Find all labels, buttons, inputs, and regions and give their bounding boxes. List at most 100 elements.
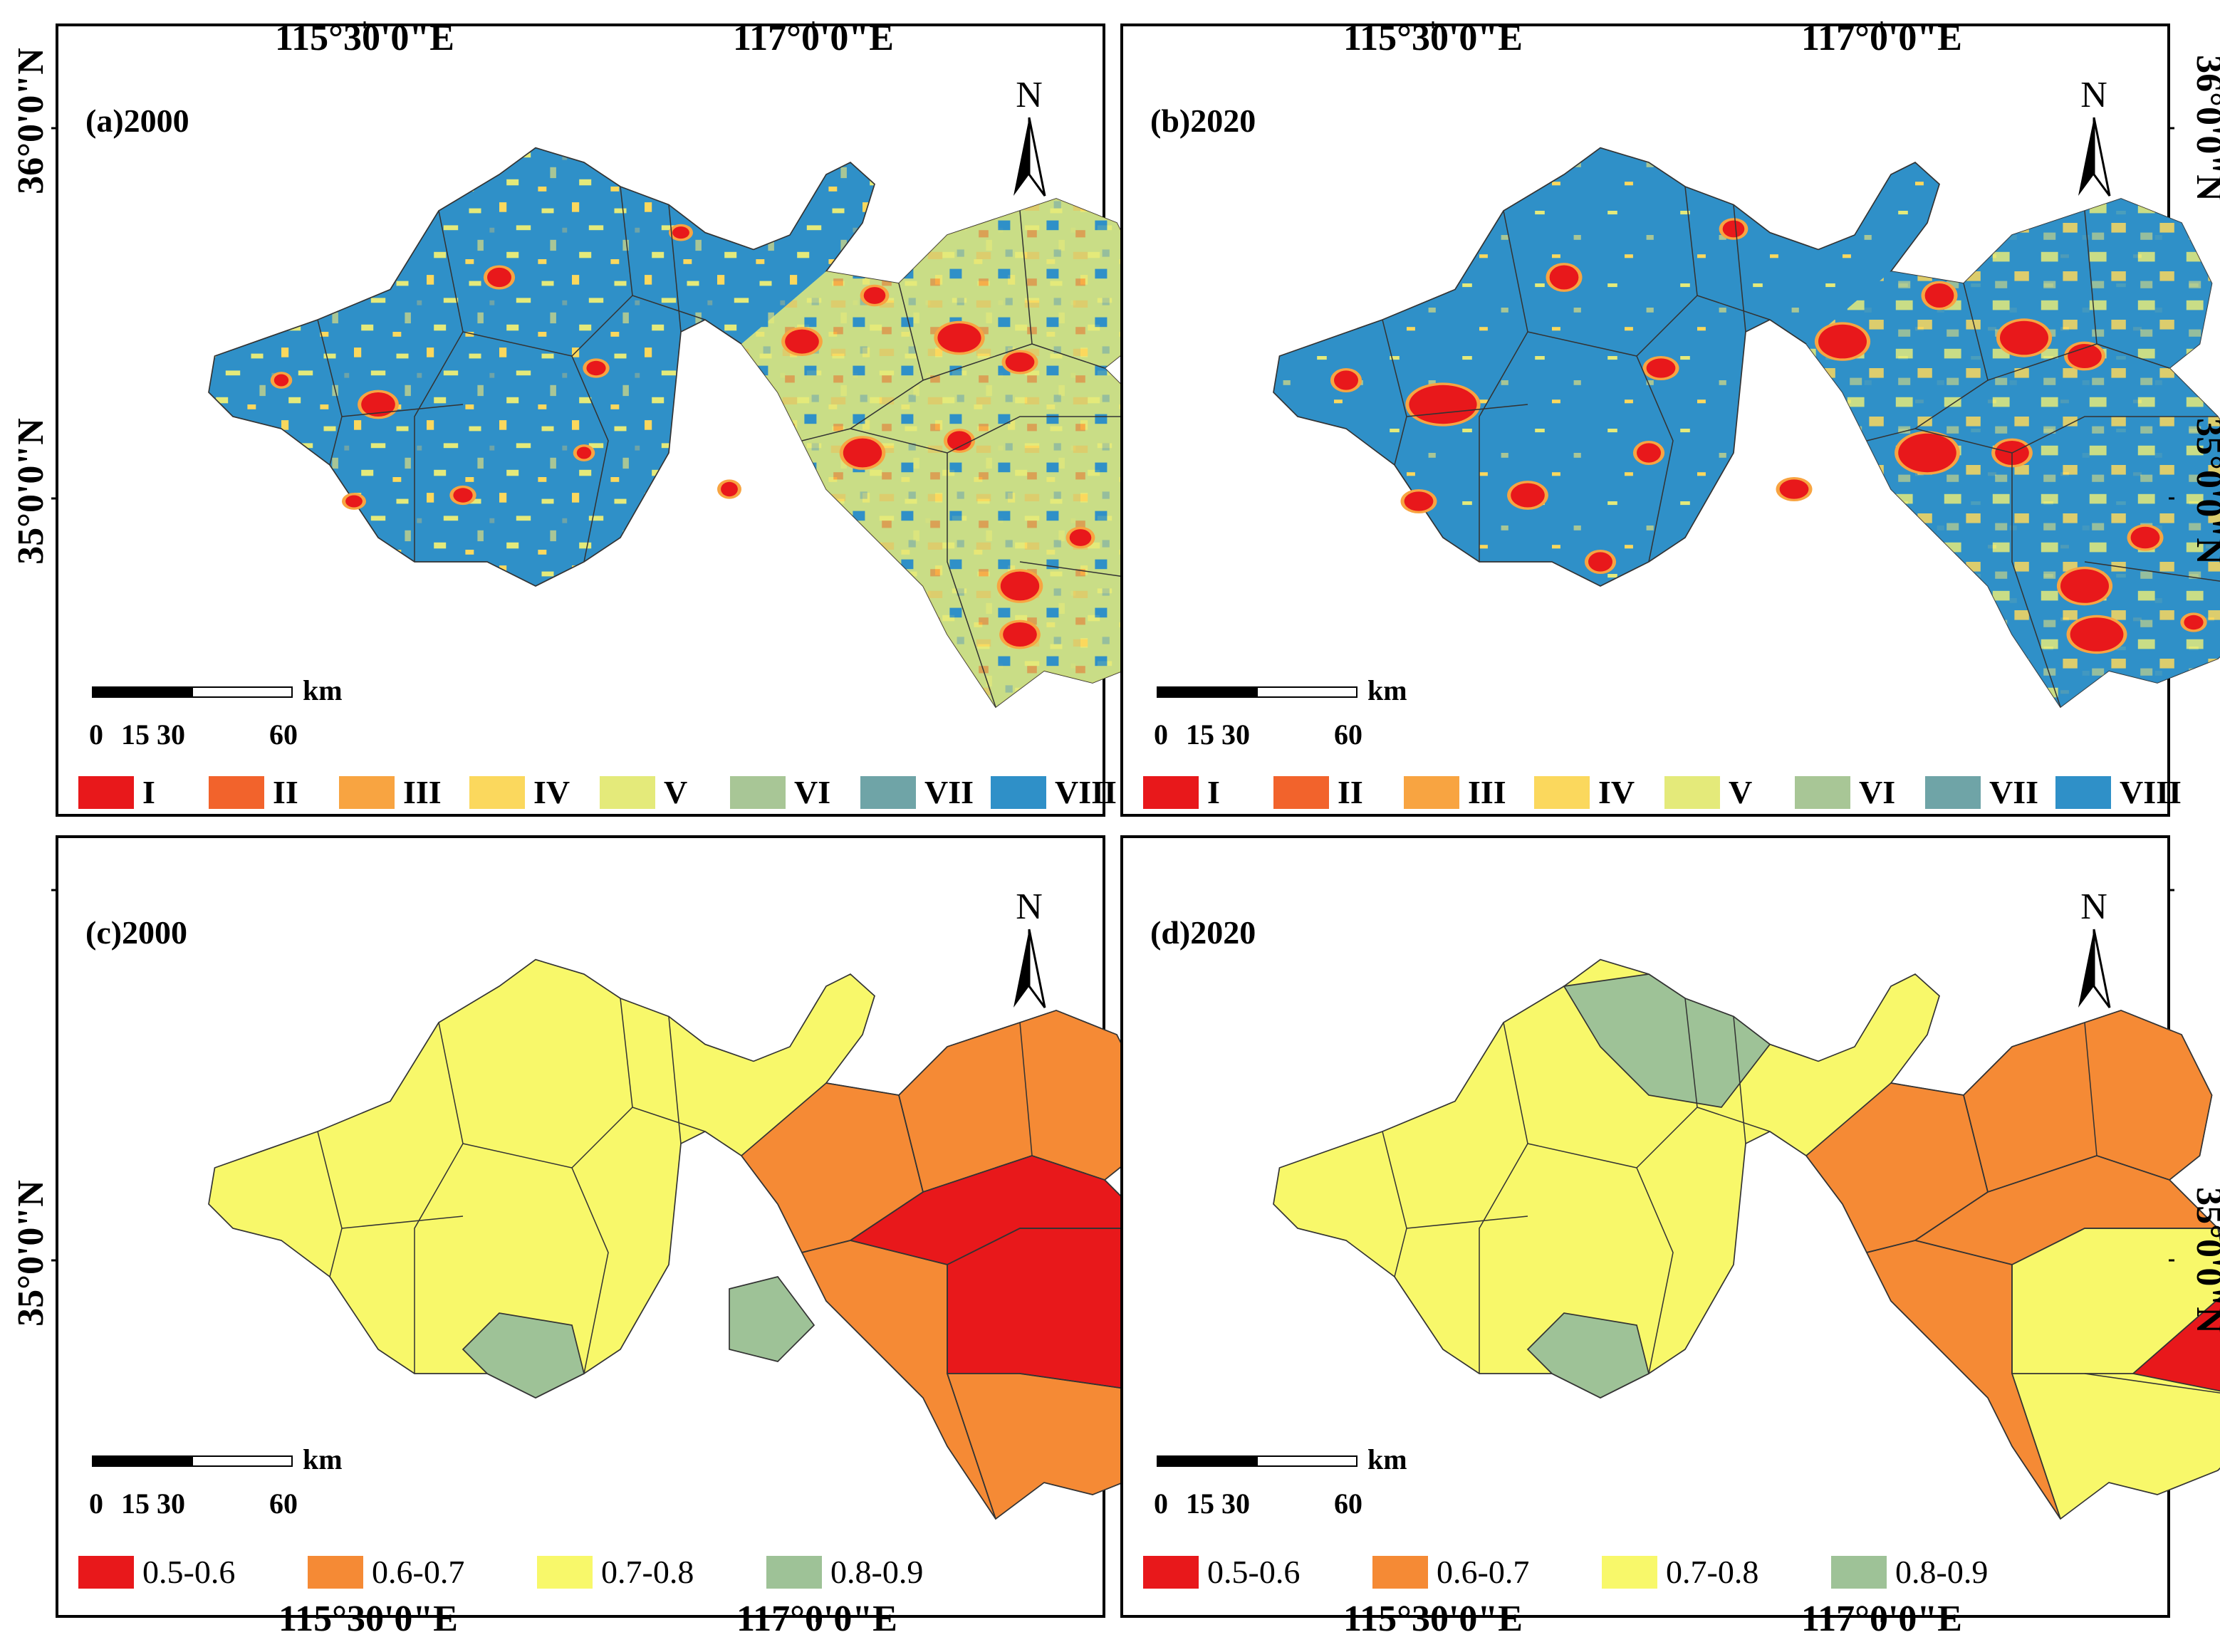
county-boundary xyxy=(341,1216,464,1229)
urban-core xyxy=(1646,358,1676,378)
urban-core xyxy=(453,488,473,503)
scale-bar-white xyxy=(192,686,293,698)
county-boundary xyxy=(1697,1107,1771,1132)
urban-core xyxy=(1898,433,1956,473)
legend-label: 0.8-0.9 xyxy=(1895,1554,1988,1590)
legend-swatch xyxy=(78,776,134,809)
legend-swatch xyxy=(78,1556,134,1589)
lat-label: 35°0'0"N xyxy=(2189,1187,2220,1334)
scale-tick: 60 xyxy=(269,718,298,751)
county-boundary xyxy=(1733,204,1746,333)
county-boundary xyxy=(2084,561,2220,582)
county-boundary xyxy=(1406,1216,1528,1229)
urban-core xyxy=(361,392,395,417)
urban-core xyxy=(273,374,289,387)
urban-core xyxy=(487,267,511,288)
legend-label: 0.8-0.9 xyxy=(830,1554,923,1590)
urban-core xyxy=(1404,491,1434,511)
urban-core xyxy=(1409,385,1477,424)
north-label: N xyxy=(2080,75,2107,115)
legend-swatch xyxy=(209,776,264,809)
county-boundary xyxy=(2011,453,2061,708)
county-boundary xyxy=(2084,1373,2220,1394)
lat-label: 35°0'0"N xyxy=(11,1180,51,1327)
legend-label: 0.7-0.8 xyxy=(601,1554,694,1590)
urban-core xyxy=(947,431,971,451)
scale-bar-black xyxy=(92,686,193,698)
map-body xyxy=(1273,958,2220,1520)
county-boundary xyxy=(414,1022,464,1374)
legend-swatch xyxy=(1602,1556,1657,1589)
legend-label: I xyxy=(142,774,155,810)
urban-core xyxy=(1549,265,1579,290)
urban-core xyxy=(672,226,689,239)
lat-label: 36°0'0"N xyxy=(2189,55,2220,202)
county-boundary xyxy=(850,428,948,454)
urban-core xyxy=(1511,483,1545,508)
county-boundary xyxy=(801,1094,924,1253)
scale-bar-white xyxy=(1256,1455,1357,1467)
legend-label: V xyxy=(1729,774,1752,810)
county-boundary xyxy=(1866,283,1989,441)
county-boundary xyxy=(1987,343,2097,381)
panel-title: (a)2000 xyxy=(85,103,189,139)
county-boundary xyxy=(668,204,682,333)
panel-title: (d)2020 xyxy=(1150,914,1256,951)
county-boundary xyxy=(632,1107,706,1132)
legend-swatch xyxy=(1404,776,1459,809)
legend-label: VIII xyxy=(1055,774,1117,810)
legend-label: I xyxy=(1207,774,1220,810)
legend-swatch xyxy=(1925,776,1981,809)
scale-bar-black xyxy=(1157,1455,1258,1467)
urban-core xyxy=(863,287,886,304)
legend-swatch xyxy=(469,776,525,809)
urban-core xyxy=(2184,615,2204,630)
urban-core xyxy=(1818,324,1867,359)
north-arrow-right xyxy=(1028,117,1046,197)
legend-label: IV xyxy=(1598,774,1635,810)
lat-label: 36°0'0"N xyxy=(11,48,51,194)
county-boundary xyxy=(947,416,1154,454)
county-boundary xyxy=(947,1265,996,1520)
legend-label: V xyxy=(664,774,687,810)
urban-core xyxy=(2000,320,2048,355)
legend-swatch xyxy=(1372,1556,1428,1589)
region-raster-east xyxy=(741,199,1214,707)
urban-core xyxy=(1637,443,1661,463)
urban-core xyxy=(1588,552,1612,572)
lat-label: 35°0'0"N xyxy=(2189,418,2220,565)
county-boundary xyxy=(1479,1022,1528,1374)
scale-unit: km xyxy=(303,1443,343,1475)
county-boundary xyxy=(1733,1016,1746,1144)
urban-core xyxy=(2068,344,2102,368)
county-boundary xyxy=(1479,210,1528,563)
panel-title: (c)2000 xyxy=(85,914,187,951)
north-arrow-left xyxy=(2078,117,2094,196)
north-arrow-icon: N xyxy=(1013,887,1046,1008)
county-boundary xyxy=(462,331,609,563)
scale-unit: km xyxy=(1367,1443,1407,1475)
scale-tick: 15 xyxy=(121,718,150,751)
north-arrow-right xyxy=(1028,929,1046,1008)
legend-swatch xyxy=(1273,776,1329,809)
legend-label: 0.6-0.7 xyxy=(1437,1554,1529,1590)
scale-tick: 30 xyxy=(1221,718,1250,751)
scale-tick: 0 xyxy=(89,1488,103,1520)
scale-bar-black xyxy=(92,1455,193,1467)
legend-label: VI xyxy=(794,774,830,810)
north-label: N xyxy=(1016,887,1043,927)
county-boundary xyxy=(414,210,464,563)
county-boundary xyxy=(632,295,706,320)
legend-swatch xyxy=(730,776,786,809)
scale-tick: 0 xyxy=(89,718,103,751)
county-boundary xyxy=(1914,1240,2013,1265)
scale-tick: 60 xyxy=(1334,1488,1362,1520)
legend-swatch xyxy=(1795,776,1850,809)
scale-unit: km xyxy=(303,674,343,706)
north-arrow-right xyxy=(2093,929,2111,1008)
legend-label: 0.5-0.6 xyxy=(1207,1554,1300,1590)
county-boundary xyxy=(462,1143,609,1374)
legend-label: II xyxy=(273,774,298,810)
